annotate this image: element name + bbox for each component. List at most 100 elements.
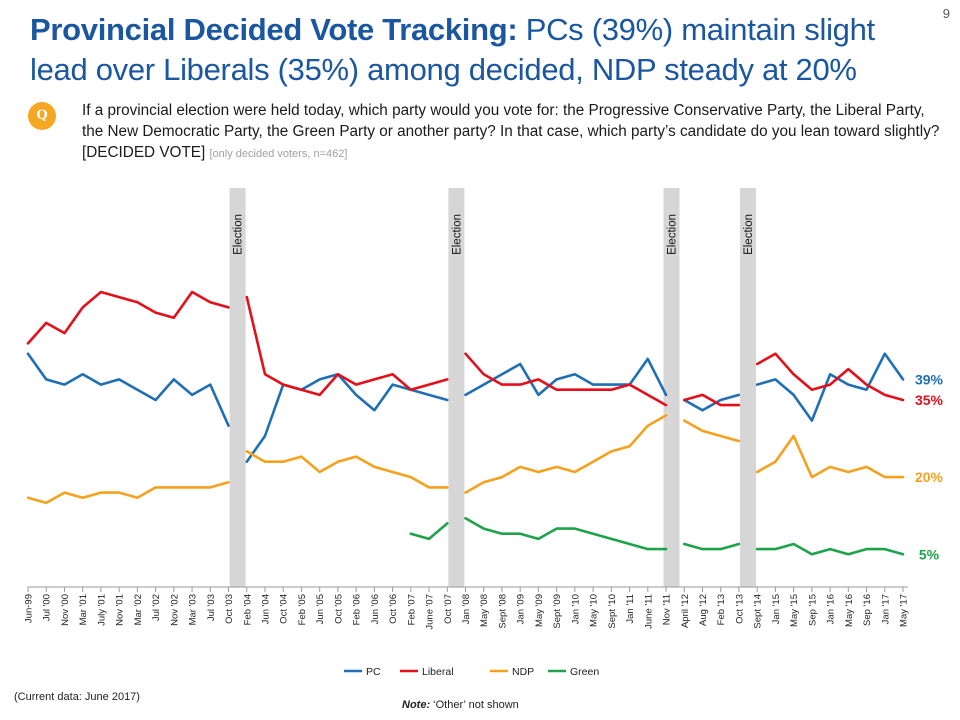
x-tick-label: Sep '16 <box>862 594 873 626</box>
x-tick-label: Jan '11 <box>625 594 636 624</box>
x-tick-label: Sept '08 <box>497 594 508 629</box>
election-label: Election <box>743 214 755 255</box>
series-line-green <box>682 542 741 551</box>
x-tick-label: Oct '03 <box>224 594 235 624</box>
x-tick-labels: Jun-99 Jul '00 Nov '00 Mar '01 July '01 Nov '… <box>24 594 910 630</box>
x-tick-label: Feb '05 <box>297 594 308 625</box>
x-tick-label: Feb '13 <box>716 594 727 625</box>
sample-size: [only decided voters, n=462] <box>209 148 348 160</box>
series-line-liberal <box>464 352 668 407</box>
end-label-green: 5% <box>919 546 940 562</box>
legend-label-pc: PC <box>366 666 381 678</box>
x-tick-label: Nov '01 <box>115 594 126 626</box>
series-line-liberal <box>755 352 905 402</box>
series-line-green <box>409 522 449 541</box>
x-tick-label: May '09 <box>534 594 545 627</box>
x-tick-label: Feb '07 <box>406 594 417 625</box>
x-tick-label: Oct '13 <box>734 594 745 624</box>
series-line-liberal <box>245 295 449 397</box>
series-line-ndp <box>682 419 741 443</box>
x-tick-label: June '07 <box>425 594 436 630</box>
x-tick-label: Nov '02 <box>169 594 180 626</box>
legend-label-ndp: NDP <box>512 666 534 678</box>
footnote: (Current data: June 2017) <box>14 691 140 703</box>
end-labels: 39% 35% 20% 5% <box>915 371 944 562</box>
x-tick-label: Jan '16 <box>826 594 837 624</box>
series-line-green <box>464 516 668 551</box>
x-tick-label: May '17 <box>899 594 910 627</box>
end-label-liberal: 35% <box>915 392 944 408</box>
series-line-pc <box>245 373 449 464</box>
election-band <box>740 188 757 587</box>
series-line-liberal <box>26 290 230 345</box>
x-tick-label: May '15 <box>789 594 800 627</box>
x-tick-label: Aug '12 <box>698 594 709 626</box>
election-label: Election <box>451 214 463 255</box>
legend-label-liberal: Liberal <box>422 666 454 678</box>
note: Note: ‘Other’ not shown <box>402 699 519 711</box>
x-tick-label: Jun '06 <box>370 594 381 624</box>
x-tick-label: May '16 <box>844 594 855 627</box>
x-tick-label: Jul '02 <box>151 594 162 621</box>
note-text: ‘Other’ not shown <box>430 699 519 711</box>
series-line-pc <box>26 352 230 427</box>
series-line-green <box>755 542 905 556</box>
x-tick-label: Sept '14 <box>753 594 764 629</box>
x-tick-label: Mar '02 <box>133 594 144 625</box>
x-tick-label: Mar '03 <box>188 594 199 625</box>
x-tick-label: Oct '05 <box>333 594 344 624</box>
election-band <box>229 188 246 587</box>
x-tick-label: April '12 <box>680 594 691 628</box>
x-tick-label: Jun '05 <box>315 594 326 624</box>
note-label: Note: <box>402 699 431 711</box>
election-label: Election <box>233 214 245 255</box>
x-tick-label: Jul '03 <box>206 594 217 621</box>
x-tick-label: Oct '04 <box>279 594 290 624</box>
x-tick-label: Jul '00 <box>42 594 53 621</box>
end-label-pc: 39% <box>915 371 944 387</box>
series-line-liberal <box>682 393 741 407</box>
series-line-ndp <box>464 414 668 494</box>
series-line-pc <box>464 357 668 397</box>
x-tick-label: Jan '10 <box>570 594 581 624</box>
x-tick-label: June '11 <box>643 594 654 629</box>
x-tick-label: Sept '09 <box>552 594 563 629</box>
x-tick-label: Jun '04 <box>260 594 271 624</box>
x-tick-label: Jan '15 <box>771 594 782 624</box>
series-line-ndp <box>755 434 905 479</box>
series-line-pc <box>755 352 905 422</box>
end-label-ndp: 20% <box>915 469 944 485</box>
x-tick-label: May '08 <box>479 594 490 627</box>
election-band <box>663 188 680 587</box>
series-line-pc <box>682 393 741 412</box>
x-tick-label: Oct '07 <box>443 594 454 624</box>
page-title: Provincial Decided Vote Tracking: PCs (3… <box>30 10 935 90</box>
title-rest: PCs (39%) maintain slight lead over Libe… <box>30 12 875 87</box>
x-tick-label: Oct '06 <box>388 594 399 624</box>
x-tick-label: May '10 <box>589 594 600 627</box>
legend: PC Liberal NDP Green <box>344 666 599 678</box>
x-tick-label: Nov '11 <box>662 594 673 625</box>
x-tick-label: Nov '00 <box>60 594 71 626</box>
vote-tracking-chart: Election Election Election Election 39% 35% 2… <box>24 188 944 678</box>
series-line-ndp <box>26 480 230 505</box>
question-body: If a provincial election were held today… <box>82 102 940 161</box>
legend-label-green: Green <box>570 666 599 678</box>
x-tick-label: Jan '08 <box>461 594 472 624</box>
x-tick-label: Sep '15 <box>807 594 818 626</box>
election-bands: Election Election Election Election <box>229 188 757 587</box>
x-tick-label: Mar '01 <box>78 594 89 625</box>
title-bold: Provincial Decided Vote Tracking: <box>30 12 518 47</box>
page-number: 9 <box>942 6 950 21</box>
x-ticks <box>27 587 904 592</box>
series-lines <box>26 290 905 556</box>
question-text: If a provincial election were held today… <box>82 100 942 165</box>
x-tick-label: Jan '09 <box>516 594 527 624</box>
x-tick-label: Feb '06 <box>352 594 363 625</box>
x-tick-label: July '01 <box>96 594 107 626</box>
x-tick-label: Jun-99 <box>24 594 35 623</box>
x-tick-label: Sept '10 <box>607 594 618 629</box>
x-tick-label: Jan '17 <box>880 594 891 624</box>
series-line-ndp <box>245 450 449 489</box>
question-badge: Q <box>28 102 56 130</box>
